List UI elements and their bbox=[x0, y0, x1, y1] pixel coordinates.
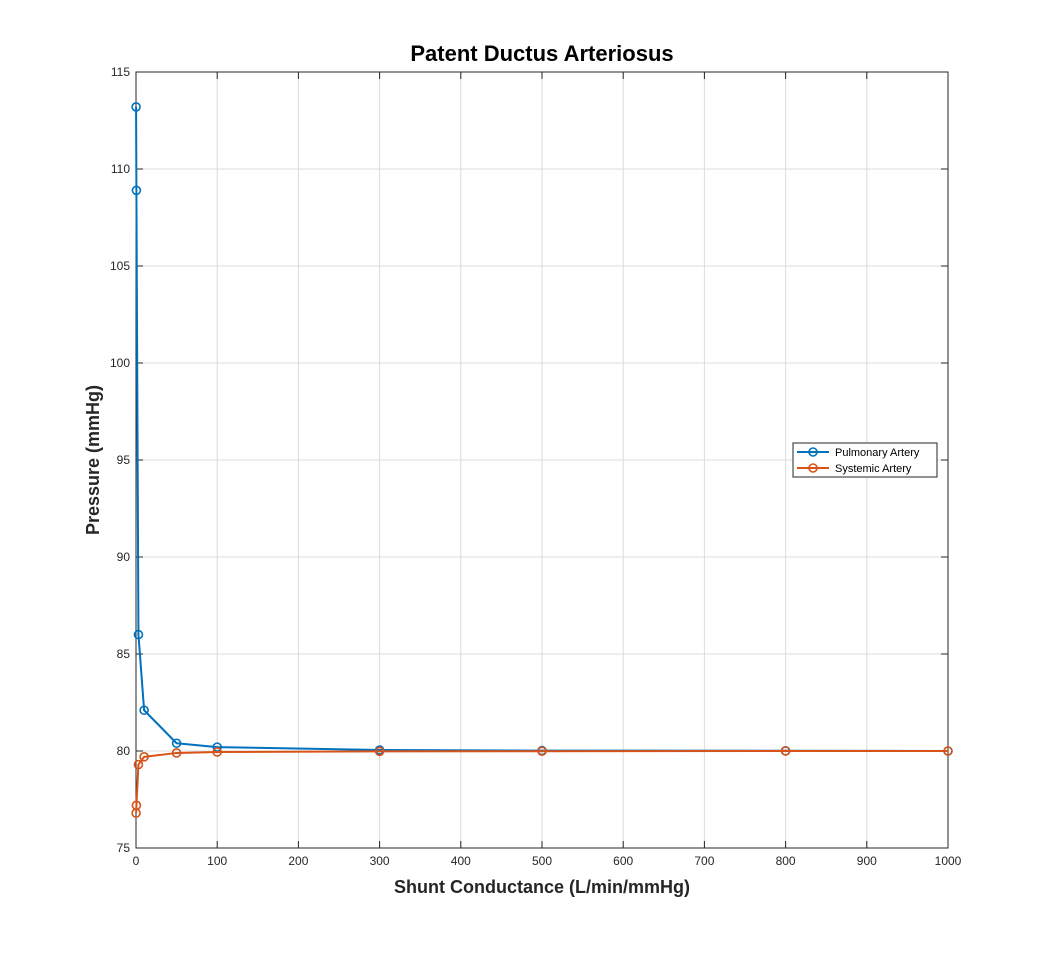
y-axis-title: Pressure (mmHg) bbox=[83, 385, 103, 535]
y-tick-label: 85 bbox=[117, 647, 131, 661]
y-tick-label: 110 bbox=[111, 162, 130, 176]
legend: Pulmonary Artery Systemic Artery bbox=[793, 443, 937, 477]
x-tick-label: 200 bbox=[288, 854, 308, 868]
x-tick-label: 1000 bbox=[935, 854, 962, 868]
x-tick-label: 400 bbox=[451, 854, 471, 868]
x-tick-label: 600 bbox=[613, 854, 633, 868]
x-tick-label: 100 bbox=[207, 854, 227, 868]
x-tick-label: 0 bbox=[133, 854, 140, 868]
y-tick-label: 100 bbox=[110, 356, 130, 370]
y-tick-label: 115 bbox=[111, 65, 130, 79]
y-tick-label: 90 bbox=[117, 550, 131, 564]
y-tick-label: 75 bbox=[117, 841, 131, 855]
y-tick-label: 95 bbox=[117, 453, 131, 467]
x-tick-label: 800 bbox=[776, 854, 796, 868]
x-tick-label: 900 bbox=[857, 854, 877, 868]
y-tick-label: 105 bbox=[110, 259, 130, 273]
chart-title: Patent Ductus Arteriosus bbox=[410, 41, 673, 66]
legend-label: Pulmonary Artery bbox=[835, 447, 920, 459]
x-axis-title: Shunt Conductance (L/min/mmHg) bbox=[394, 877, 690, 897]
legend-label: Systemic Artery bbox=[835, 463, 912, 475]
x-tick-label: 300 bbox=[370, 854, 390, 868]
x-tick-label: 700 bbox=[694, 854, 714, 868]
y-tick-label: 80 bbox=[117, 744, 131, 758]
x-tick-label: 500 bbox=[532, 854, 552, 868]
